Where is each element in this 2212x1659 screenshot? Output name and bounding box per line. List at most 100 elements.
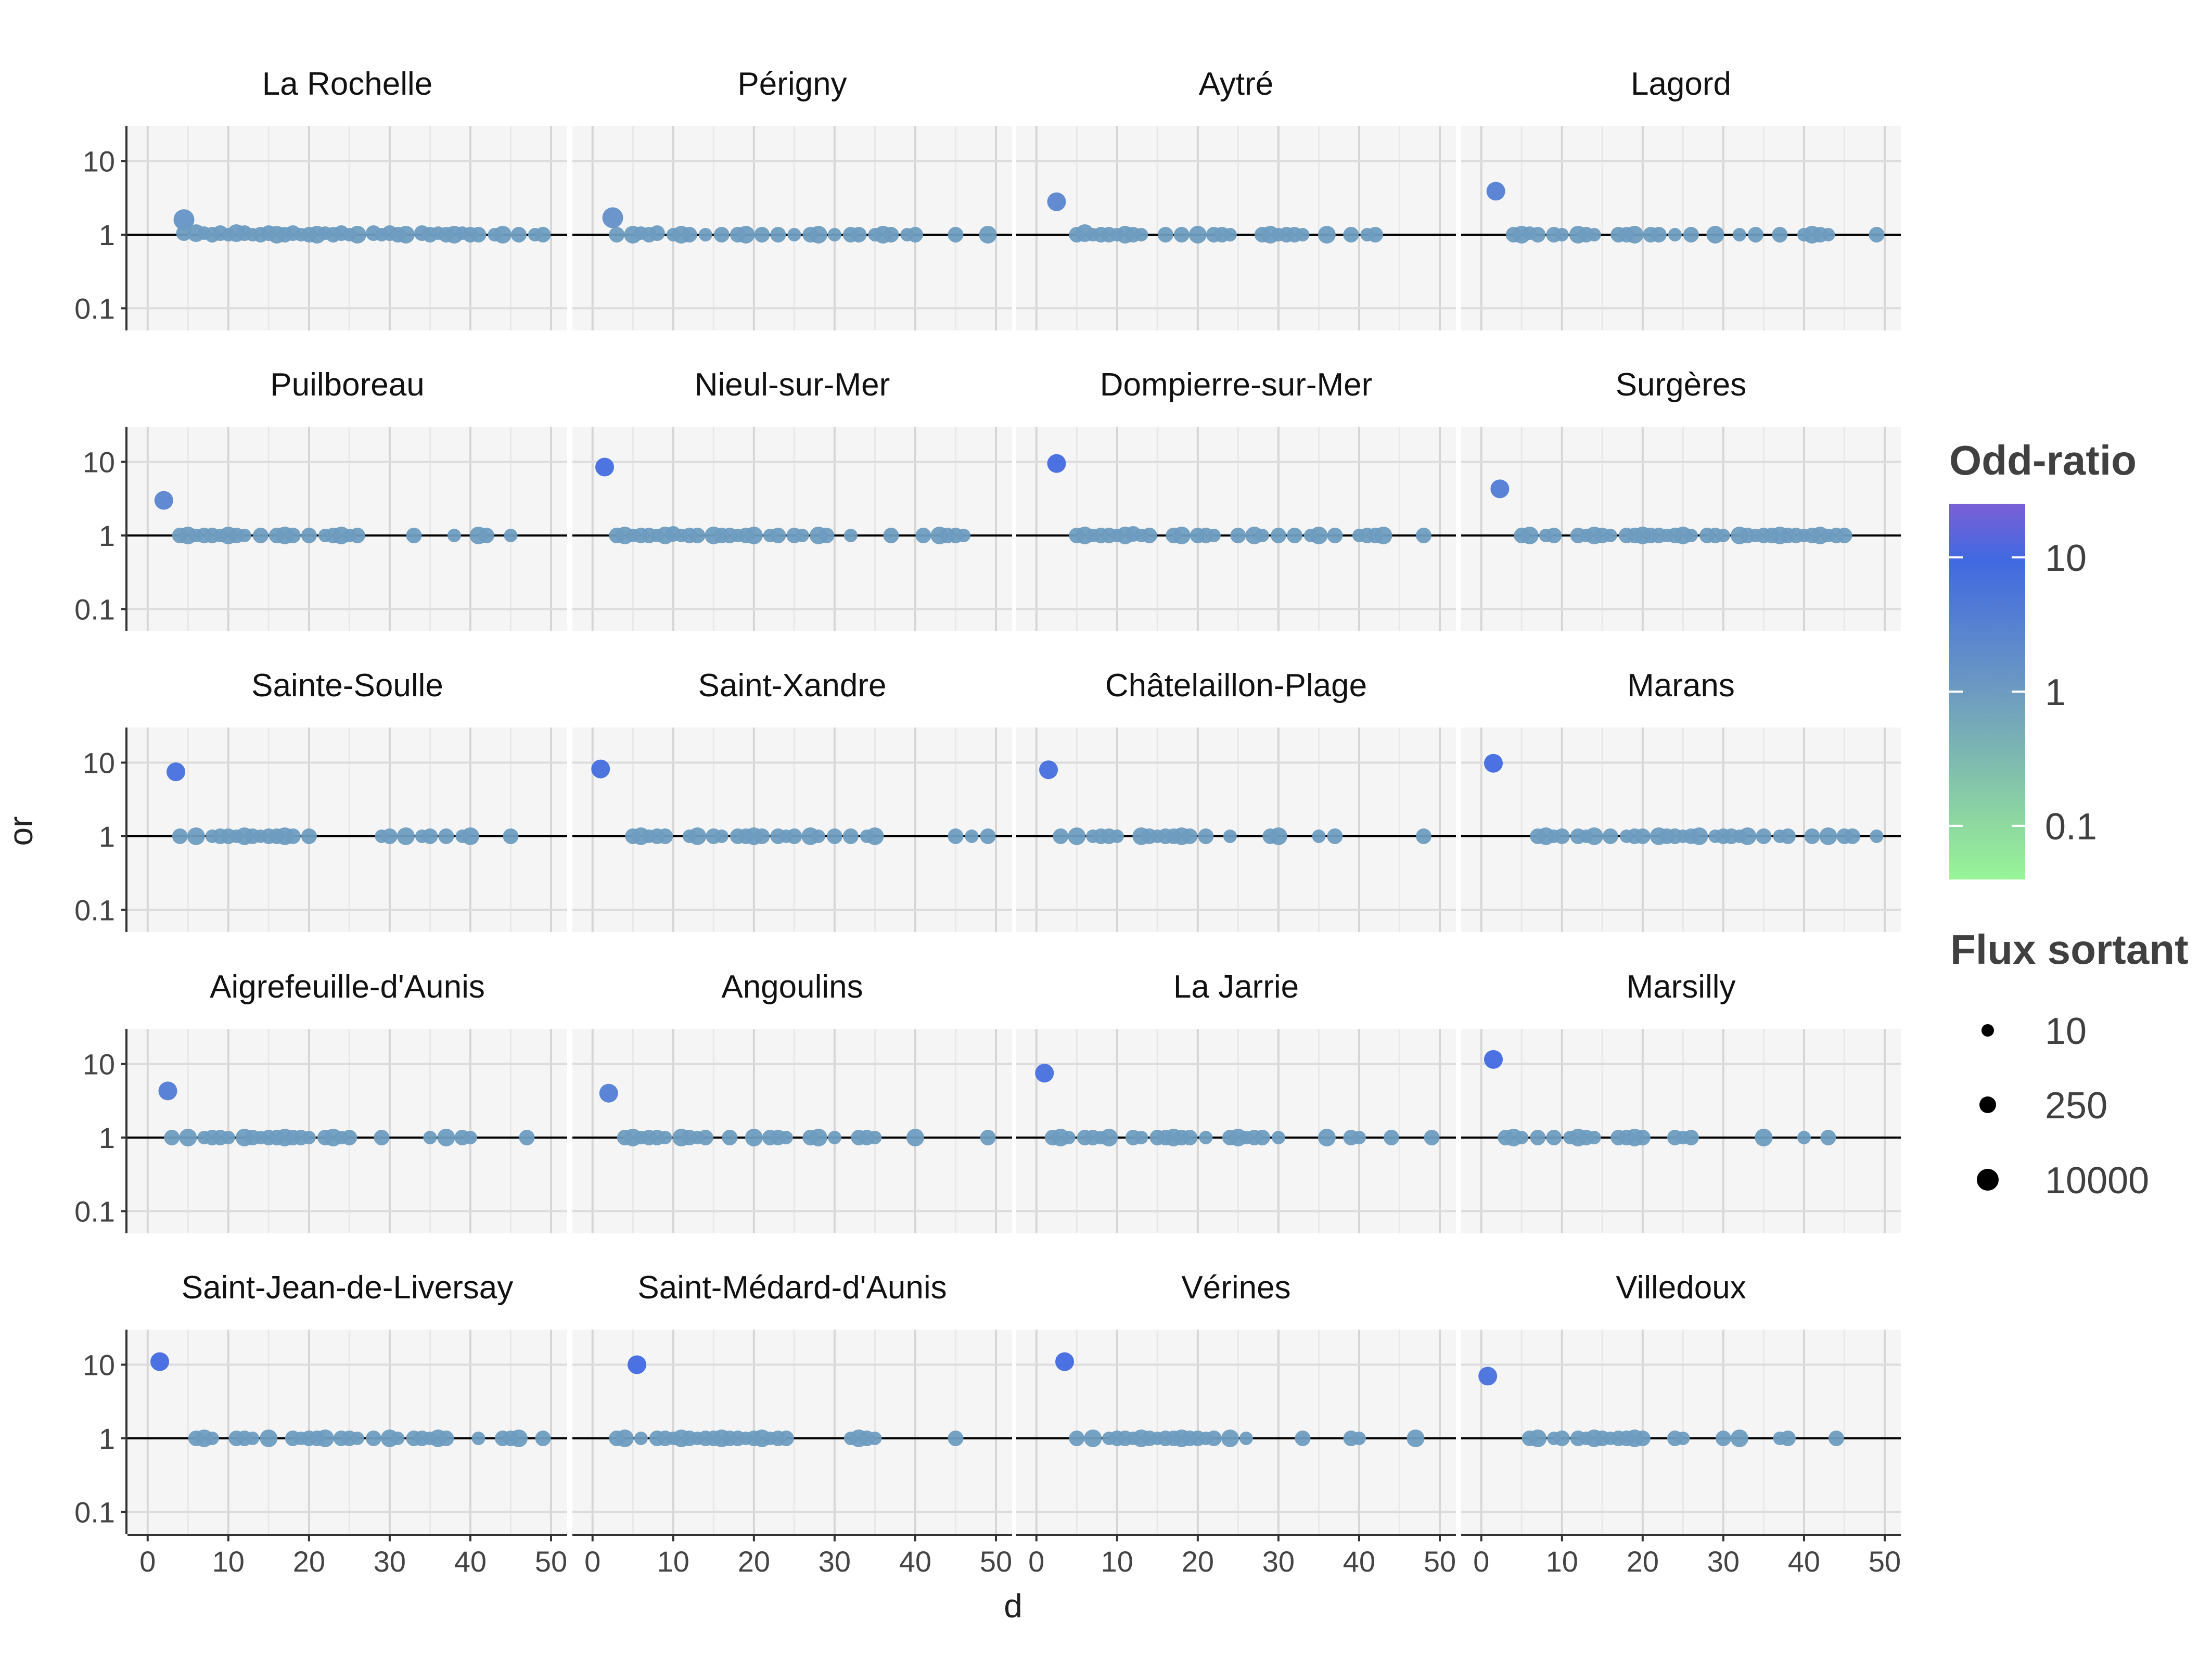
data-point [915, 527, 931, 543]
x-tick-label: 40 [899, 1545, 931, 1578]
data-point [1188, 225, 1207, 244]
data-point [809, 225, 827, 244]
facet-title: Saint-Jean-de-Liversay [182, 1270, 514, 1306]
panel: Lagord [1461, 66, 1901, 330]
data-point [745, 526, 763, 544]
data-point [770, 226, 786, 243]
y-tick-label: 1 [99, 1422, 115, 1455]
data-point [980, 828, 996, 844]
data-point [1546, 1129, 1562, 1145]
data-point [843, 528, 858, 542]
data-point [1520, 526, 1539, 544]
data-point [1772, 226, 1788, 243]
y-axis-label: or [2, 816, 40, 846]
data-point [1295, 1430, 1311, 1446]
data-point [1255, 528, 1269, 542]
data-point [1327, 828, 1343, 844]
x-tick-label: 20 [738, 1545, 770, 1578]
data-point [1587, 227, 1601, 241]
data-point [176, 225, 192, 241]
data-point [365, 1430, 381, 1446]
data-point [406, 527, 422, 543]
panel: Vérines [1016, 1270, 1456, 1534]
data-point [237, 528, 251, 542]
size-legend-dot [1977, 1169, 1999, 1191]
color-legend-label: 10 [2045, 538, 2087, 579]
data-point [463, 1130, 477, 1144]
data-point [461, 827, 479, 845]
data-point [811, 829, 825, 843]
data-point [658, 1130, 672, 1144]
data-point [714, 829, 728, 843]
x-tick-label: 0 [584, 1545, 600, 1578]
data-point [1035, 1064, 1054, 1083]
panel: Châtelaillon-Plage [1016, 668, 1456, 932]
facet-title: Marsilly [1626, 969, 1735, 1005]
x-tick-label: 30 [819, 1545, 851, 1578]
data-point [150, 1352, 170, 1371]
color-legend-label: 1 [2045, 672, 2066, 713]
data-point [158, 1081, 177, 1101]
data-point [1780, 1430, 1796, 1446]
facet-title: Villedoux [1616, 1270, 1746, 1306]
y-tick-label: 0.1 [74, 292, 115, 325]
data-point [374, 1129, 390, 1145]
data-point [1062, 1130, 1076, 1144]
data-point [602, 207, 623, 228]
data-point [1239, 1431, 1253, 1445]
facet-title: Vérines [1181, 1270, 1290, 1306]
data-point [438, 828, 454, 844]
facet-title: Marans [1627, 668, 1735, 704]
data-point [754, 828, 770, 844]
data-point [1296, 227, 1310, 241]
data-point [1141, 527, 1157, 543]
facet-title: Dompierre-sur-Mer [1100, 367, 1373, 403]
data-point [851, 226, 867, 243]
data-point [868, 1431, 882, 1445]
data-point [260, 1429, 278, 1447]
data-point [1383, 1129, 1399, 1145]
panel: Angoulins [572, 969, 1012, 1233]
data-point [1084, 1429, 1102, 1447]
data-point [1271, 1130, 1285, 1144]
data-point [1068, 827, 1086, 845]
data-point [504, 528, 518, 542]
data-point [1554, 828, 1570, 844]
data-point [1716, 528, 1730, 542]
x-tick-label: 10 [212, 1545, 245, 1578]
data-point [1134, 1130, 1148, 1144]
data-point [1047, 192, 1066, 211]
panel-background [1461, 728, 1901, 932]
data-point [819, 527, 835, 543]
y-tick-label: 0.1 [74, 1195, 115, 1228]
data-point [979, 225, 997, 244]
panel-background [1016, 1330, 1456, 1534]
size-legend-label: 250 [2045, 1085, 2107, 1127]
data-point [956, 528, 970, 542]
data-point [713, 226, 730, 243]
data-point [1286, 527, 1302, 543]
facet-title: Châtelaillon-Plage [1105, 668, 1367, 704]
x-tick-label: 10 [657, 1545, 689, 1578]
data-point [1683, 226, 1699, 243]
x-tick-label: 30 [1262, 1545, 1295, 1578]
data-point [591, 759, 610, 779]
data-point [1318, 1128, 1336, 1146]
data-point [1230, 527, 1246, 543]
data-point [1352, 1431, 1366, 1445]
data-point [1223, 227, 1237, 241]
data-point [1780, 828, 1796, 844]
data-point [609, 226, 625, 243]
data-point [786, 828, 802, 844]
data-point [173, 209, 195, 231]
data-point [1804, 828, 1820, 844]
data-point [1110, 829, 1124, 843]
data-point [422, 828, 438, 844]
data-point [1602, 828, 1618, 844]
data-point [1047, 454, 1066, 473]
data-point [349, 527, 365, 543]
data-point [391, 1431, 405, 1445]
data-point [221, 1130, 235, 1144]
data-point [316, 1429, 334, 1447]
